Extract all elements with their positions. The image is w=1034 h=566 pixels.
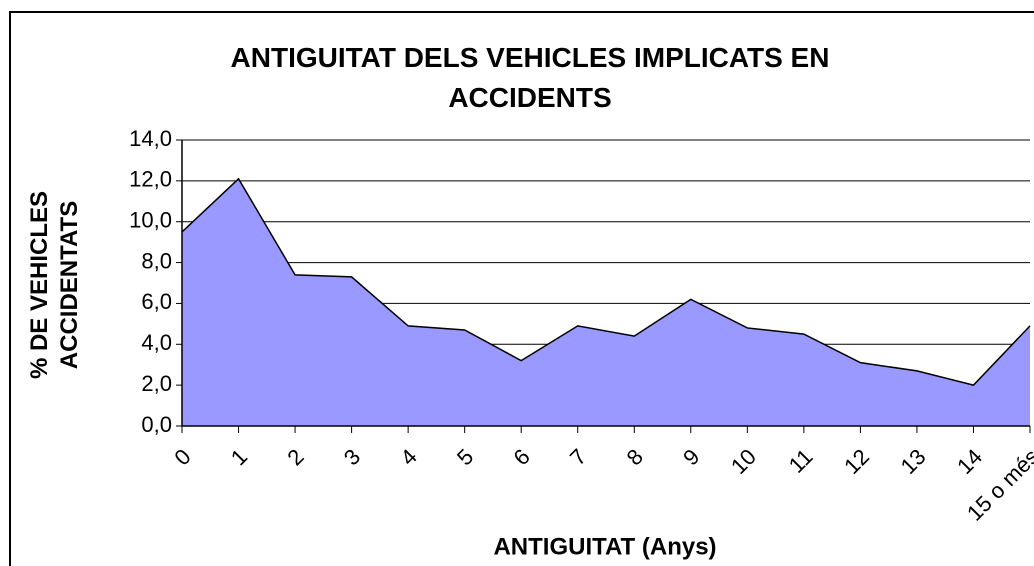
x-tick-label: 6 <box>509 444 535 470</box>
area <box>182 178 1030 426</box>
x-axis-label: ANTIGUITAT (Anys) <box>493 533 716 560</box>
x-tick-label: 14 <box>952 444 987 479</box>
x-tick-label: 2 <box>282 444 308 470</box>
x-tick-label: 9 <box>678 444 704 470</box>
x-tick-label: 0 <box>169 444 195 470</box>
frame <box>9 11 1034 566</box>
x-tick-label: 3 <box>339 444 365 470</box>
x-tick-label: 4 <box>395 444 421 470</box>
x-tick-label: 12 <box>839 444 874 479</box>
area-line <box>181 177 1031 386</box>
x-tick-label: 11 <box>784 444 818 478</box>
x-tick-label: 7 <box>565 444 591 470</box>
y-tick-label: 12,0 <box>129 167 172 192</box>
y-tick-label: 6,0 <box>141 289 172 314</box>
y-tick-label: 4,0 <box>141 330 172 355</box>
y-tick-label: 8,0 <box>141 248 172 273</box>
x-tick-label: 13 <box>896 444 931 479</box>
x-tick-label: 5 <box>452 444 478 470</box>
y-tick-label: 14,0 <box>129 126 172 151</box>
y-tick-label: 2,0 <box>141 371 172 396</box>
y-tick-label: 10,0 <box>129 208 172 233</box>
chart-title: ANTIGUITAT DELS VEHICLES IMPLICATS EN AC… <box>230 42 830 113</box>
y-tick-label: 0,0 <box>141 412 172 437</box>
y-axis-label: % DE VEHICLES ACCIDENTATS <box>26 190 83 380</box>
x-tick-label: 10 <box>726 444 761 479</box>
x-tick-label: 1 <box>226 444 252 470</box>
x-tick-label: 8 <box>622 444 648 470</box>
